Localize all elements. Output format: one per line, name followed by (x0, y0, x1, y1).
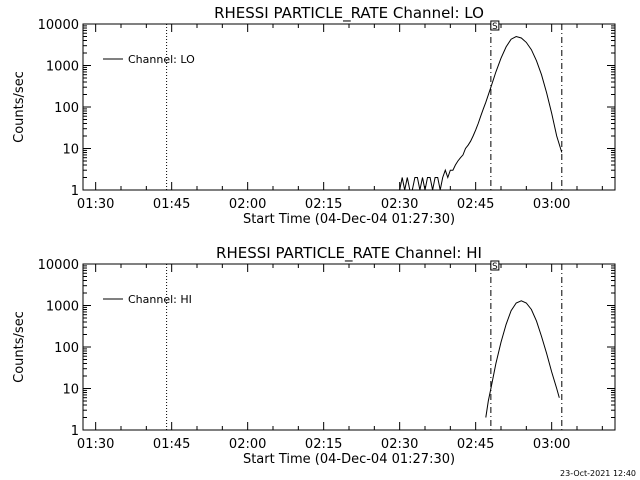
series-line (485, 300, 560, 418)
y-tick-label: 100 (54, 341, 79, 356)
marker-flag-box (490, 20, 500, 31)
x-tick-label: 03:00 (533, 437, 570, 452)
generation-timestamp: 23-Oct-2021 12:40 (560, 469, 636, 478)
marker-flag-box (490, 260, 500, 271)
x-tick-label: 02:45 (457, 437, 494, 452)
y-tick-label: 10 (62, 143, 79, 158)
x-axis-label: Start Time (04-Dec-04 01:27:30) (243, 212, 455, 227)
x-tick-label: 02:45 (457, 197, 494, 212)
x-tick-label: 02:15 (305, 437, 342, 452)
y-tick-label: 10 (62, 383, 79, 398)
y-axis-label: Counts/sec (12, 311, 27, 383)
x-tick-label: 02:00 (229, 197, 266, 212)
x-axis-label: Start Time (04-Dec-04 01:27:30) (243, 452, 455, 467)
legend-entry: Channel: LO (128, 53, 195, 66)
y-tick-label: 1 (71, 424, 79, 439)
x-tick-label: 01:30 (77, 437, 114, 452)
chart-panel-hi: RHESSI PARTICLE_RATE Channel: HI 01:30 01:… (12, 244, 616, 467)
y-tick-label: 1000 (46, 60, 79, 75)
x-tick-label: 01:30 (77, 197, 114, 212)
y-tick-label: 100 (54, 101, 79, 116)
x-tick-label: 02:30 (381, 437, 418, 452)
y-tick-label: 1 (71, 184, 79, 199)
chart-title: RHESSI PARTICLE_RATE Channel: LO (214, 4, 484, 23)
x-tick-label: 02:00 (229, 437, 266, 452)
y-axis-label: Counts/sec (12, 71, 27, 143)
legend-entry: Channel: HI (128, 293, 192, 306)
marker-flag-label: S (492, 22, 498, 32)
plot-frame (82, 263, 616, 431)
x-tick-label: 01:45 (153, 437, 190, 452)
y-tick-label: 10000 (38, 258, 79, 273)
y-tick-label: 10000 (38, 18, 79, 33)
chart-title: RHESSI PARTICLE_RATE Channel: HI (216, 244, 482, 263)
y-tick-label: 1000 (46, 300, 79, 315)
x-tick-label: 01:45 (153, 197, 190, 212)
x-tick-label: 03:00 (533, 197, 570, 212)
plot-frame (82, 23, 616, 191)
x-tick-label: 02:15 (305, 197, 342, 212)
marker-flag-label: S (492, 262, 498, 272)
x-tick-label: 02:30 (381, 197, 418, 212)
series-line (399, 35, 563, 191)
chart-panel-lo: RHESSI PARTICLE_RATE Channel: LO 01:30 01:… (12, 4, 616, 227)
